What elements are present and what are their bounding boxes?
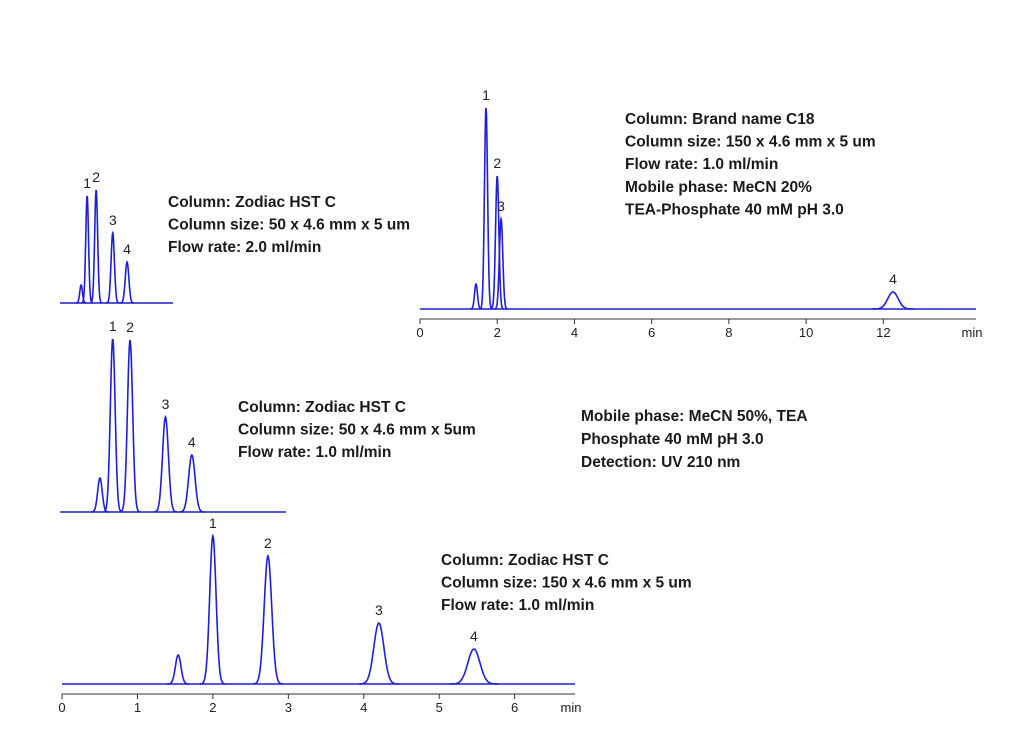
x-tick-label: 6	[648, 325, 655, 340]
peak-label: 4	[889, 271, 897, 287]
peak-label: 4	[123, 241, 131, 257]
annotation: Mobile phase: MeCN 20%	[625, 179, 812, 196]
annotation: Flow rate: 2.0 ml/min	[168, 239, 321, 256]
peak	[490, 175, 505, 310]
peak	[119, 260, 135, 304]
peak-label: 1	[109, 318, 117, 334]
peak-label: 3	[162, 396, 170, 412]
peak	[252, 554, 284, 685]
peak	[81, 195, 93, 304]
x-tick-label: 0	[416, 325, 423, 340]
x-tick-label: 0	[58, 700, 65, 715]
peak	[102, 338, 123, 513]
peak-label: 4	[470, 628, 478, 644]
x-tick-label: 12	[876, 325, 890, 340]
x-tick-label: 10	[799, 325, 813, 340]
shared-note: Mobile phase: MeCN 50%, TEA Phosphate 40…	[581, 408, 808, 471]
note-line: Mobile phase: MeCN 50%, TEA	[581, 408, 808, 425]
peak	[119, 339, 141, 513]
note-line: Phosphate 40 mM pH 3.0	[581, 431, 764, 448]
peak-label: 2	[126, 319, 134, 335]
peak-label: 4	[188, 434, 196, 450]
x-tick-label: 6	[511, 700, 518, 715]
peak-label: 3	[497, 198, 505, 214]
chromatogram: 1 2 34 Column: Zodiac HST C Column size: 50 …	[60, 169, 410, 304]
x-tick-label: 3	[285, 700, 292, 715]
peak	[106, 230, 120, 304]
annotation: Column: Zodiac HST C	[238, 399, 406, 416]
x-tick-label: 4	[571, 325, 578, 340]
peak	[872, 291, 914, 310]
annotation: Column size: 50 x 4.6 mm x 5um	[238, 422, 476, 439]
note-line: Detection: UV 210 nm	[581, 454, 740, 471]
peak	[167, 654, 190, 685]
annotation: Column: Brand name C18	[625, 111, 815, 128]
peak	[200, 533, 226, 685]
peak-label: 1	[209, 515, 217, 531]
x-tick-label: 2	[494, 325, 501, 340]
chromatogram: 1 2 3 4 0 1 2 3 4 5 6 min Column: Zodiac HST C Column…	[58, 515, 691, 715]
annotation: Flow rate: 1.0 ml/min	[441, 597, 594, 614]
annotation: Flow rate: 1.0 ml/min	[625, 156, 778, 173]
x-tick-label: 8	[725, 325, 732, 340]
peak-label: 2	[493, 155, 501, 171]
x-axis-label: min	[962, 325, 983, 340]
annotation: Column size: 50 x 4.6 mm x 5 um	[168, 217, 410, 234]
peak-label: 3	[375, 602, 383, 618]
peak	[449, 648, 499, 685]
annotation: Column size: 150 x 4.6 mm x 5 um	[441, 575, 692, 592]
peak	[153, 415, 178, 513]
peak-label: 1	[83, 175, 91, 191]
peak-label: 2	[264, 535, 272, 551]
peak-label: 3	[109, 212, 117, 228]
annotation: Column size: 150 x 4.6 mm x 5 um	[625, 134, 876, 151]
x-tick-label: 5	[436, 700, 443, 715]
peak-label: 2	[92, 169, 100, 185]
peak	[90, 476, 110, 513]
annotation: Flow rate: 1.0 ml/min	[238, 444, 391, 461]
peak	[494, 216, 508, 310]
peak	[75, 283, 87, 304]
x-axis-label: min	[561, 700, 582, 715]
peak	[90, 189, 103, 304]
peak	[479, 107, 493, 310]
x-tick-label: 1	[134, 700, 141, 715]
x-tick-label: 2	[209, 700, 216, 715]
peak	[358, 621, 399, 685]
peak	[179, 453, 205, 513]
annotation: Column: Zodiac HST C	[441, 552, 609, 569]
annotation: Column: Zodiac HST C	[168, 194, 336, 211]
x-tick-label: 4	[360, 700, 367, 715]
chromatogram: 1 2 3 4 Column: Zodiac HST C Column size: 50 …	[60, 318, 476, 513]
annotation: TEA-Phosphate 40 mM pH 3.0	[625, 201, 844, 218]
peak-label: 1	[482, 87, 490, 103]
